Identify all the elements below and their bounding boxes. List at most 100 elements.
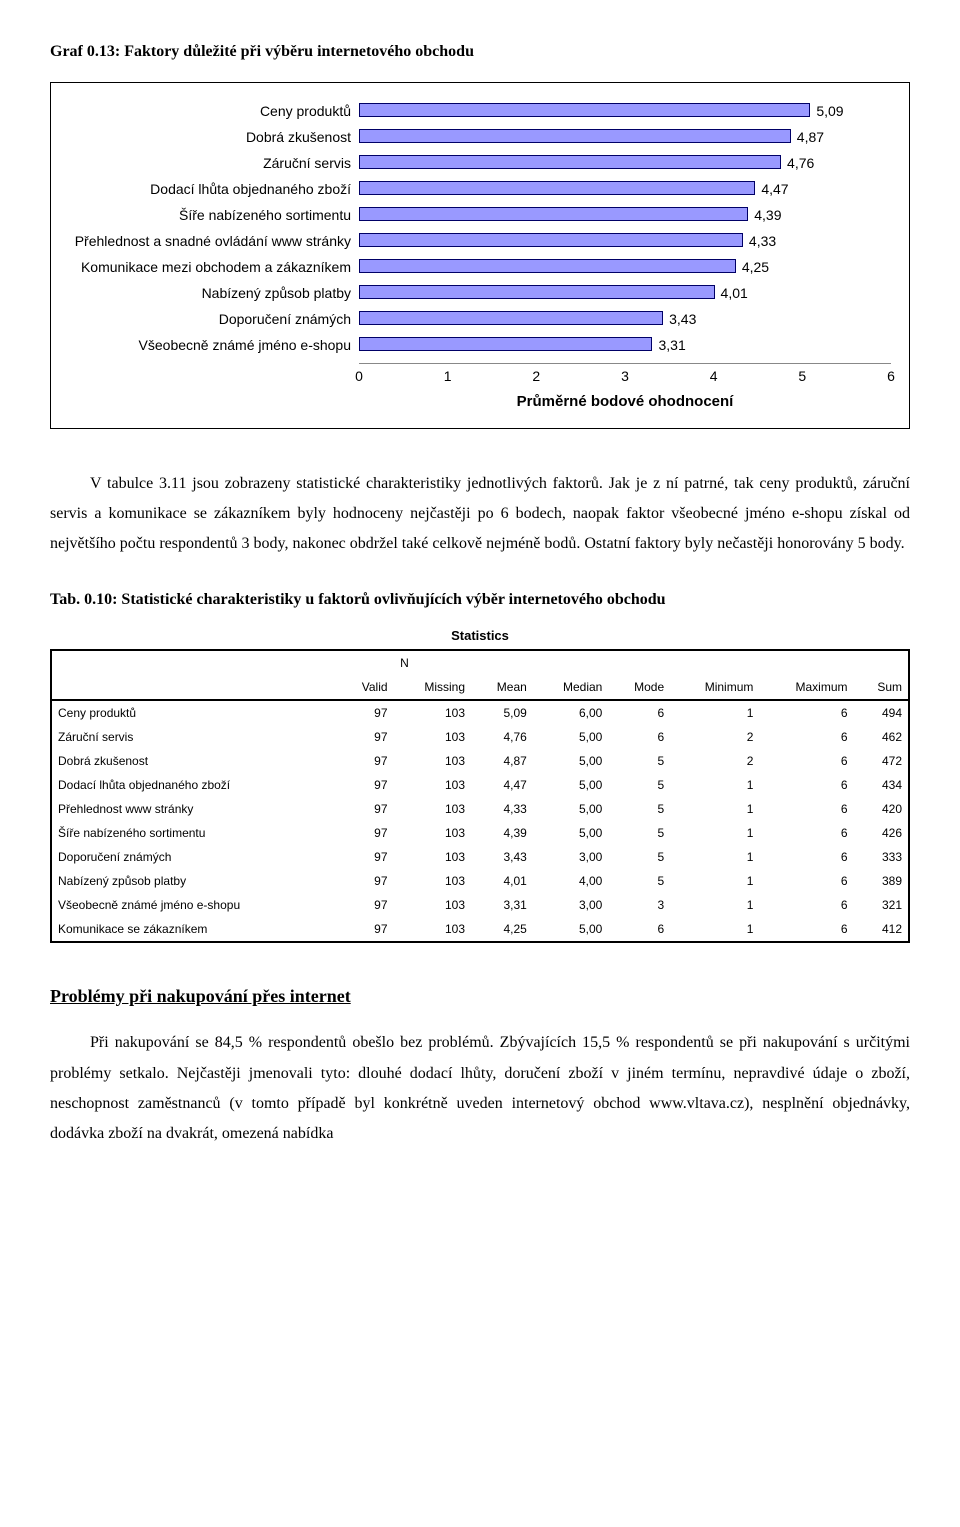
stats-cell: 1 — [670, 869, 759, 893]
stats-cell: 6 — [759, 700, 853, 725]
chart-bar-value: 4,39 — [754, 205, 781, 226]
stats-cell: 434 — [854, 773, 909, 797]
stats-row-label: Všeobecně známé jméno e-shopu — [51, 893, 338, 917]
stats-cell: 4,01 — [471, 869, 533, 893]
chart-bar — [359, 285, 715, 299]
stats-cell: 5,00 — [533, 725, 609, 749]
chart-bar-value: 3,43 — [669, 309, 696, 330]
stats-col-header: Mode — [608, 675, 670, 700]
chart-bar-label: Doporučení známých — [59, 309, 359, 330]
table-row: Záruční servis971034,765,00626462 — [51, 725, 909, 749]
chart-row: Dodací lhůta objednaného zboží 4,47 — [59, 177, 891, 201]
stats-cell: 5 — [608, 797, 670, 821]
chart-heading: Graf 0.13: Faktory důležité při výběru i… — [50, 40, 910, 64]
stats-cell: 103 — [394, 917, 471, 942]
chart-bar — [359, 103, 810, 117]
stats-cell: 333 — [854, 845, 909, 869]
table-row: Přehlednost www stránky971034,335,005164… — [51, 797, 909, 821]
chart-bar-value: 4,25 — [742, 257, 769, 278]
stats-cell: 4,76 — [471, 725, 533, 749]
chart-bar-label: Nabízený způsob platby — [59, 283, 359, 304]
stats-col-header: Mean — [471, 675, 533, 700]
stats-cell: 6 — [759, 749, 853, 773]
stats-cell: 103 — [394, 797, 471, 821]
chart-bar-label: Ceny produktů — [59, 101, 359, 122]
stats-cell: 472 — [854, 749, 909, 773]
chart-bar-value: 4,47 — [761, 179, 788, 200]
table-heading: Tab. 0.10: Statistické charakteristiky u… — [50, 588, 910, 612]
chart-bar-value: 4,33 — [749, 231, 776, 252]
stats-cell: 103 — [394, 869, 471, 893]
stats-row-label: Doporučení známých — [51, 845, 338, 869]
chart-row: Všeobecně známé jméno e-shopu3,31 — [59, 333, 891, 357]
chart-bar-label: Všeobecně známé jméno e-shopu — [59, 335, 359, 356]
axis-tick-label: 2 — [532, 366, 540, 387]
stats-cell: 6 — [759, 845, 853, 869]
chart-bar-value: 5,09 — [816, 101, 843, 122]
stats-cell: 1 — [670, 821, 759, 845]
stats-col-header: Missing — [394, 675, 471, 700]
stats-cell: 412 — [854, 917, 909, 942]
stats-cell: 103 — [394, 893, 471, 917]
chart-bar-label: Dodací lhůta objednaného zboží — [59, 179, 359, 200]
stats-cell: 5,00 — [533, 773, 609, 797]
axis-tick-label: 6 — [887, 366, 895, 387]
table-row: Komunikace se zákazníkem971034,255,00616… — [51, 917, 909, 942]
stats-cell: 5 — [608, 821, 670, 845]
stats-cell: 103 — [394, 725, 471, 749]
chart-bar-value: 4,76 — [787, 153, 814, 174]
stats-cell: 2 — [670, 725, 759, 749]
stats-col-header: Minimum — [670, 675, 759, 700]
chart-row: Nabízený způsob platby4,01 — [59, 281, 891, 305]
table-row: Dodací lhůta objednaného zboží971034,475… — [51, 773, 909, 797]
stats-cell: 6 — [759, 797, 853, 821]
stats-cell: 6 — [759, 725, 853, 749]
axis-tick-label: 3 — [621, 366, 629, 387]
stats-cell: 5,00 — [533, 797, 609, 821]
stats-cell: 97 — [338, 773, 394, 797]
bar-chart: Ceny produktů5,09Dobrá zkušenost4,87Záru… — [50, 82, 910, 429]
stats-cell: 5,00 — [533, 917, 609, 942]
chart-axis-title: Průměrné bodové ohodnocení — [359, 391, 891, 414]
chart-bar-label: Dobrá zkušenost — [59, 127, 359, 148]
stats-cell: 1 — [670, 893, 759, 917]
paragraph: V tabulce 3.11 jsou zobrazeny statistick… — [50, 469, 910, 560]
stats-cell: 103 — [394, 845, 471, 869]
chart-bar — [359, 311, 663, 325]
stats-row-label: Dobrá zkušenost — [51, 749, 338, 773]
chart-bar-label: Přehlednost a snadné ovládání www stránk… — [59, 231, 359, 252]
stats-cell: 426 — [854, 821, 909, 845]
stats-cell: 494 — [854, 700, 909, 725]
chart-bar — [359, 181, 755, 195]
stats-cell: 97 — [338, 893, 394, 917]
table-row: Dobrá zkušenost971034,875,00526472 — [51, 749, 909, 773]
stats-cell: 389 — [854, 869, 909, 893]
table-row: Nabízený způsob platby971034,014,0051638… — [51, 869, 909, 893]
stats-cell: 4,00 — [533, 869, 609, 893]
stats-cell: 97 — [338, 869, 394, 893]
stats-cell: 6 — [759, 893, 853, 917]
chart-bar — [359, 207, 748, 221]
chart-row: Ceny produktů 5,09 — [59, 99, 891, 123]
paragraph: Při nakupování se 84,5 % respondentů obe… — [50, 1028, 910, 1150]
stats-cell: 3,00 — [533, 893, 609, 917]
table-row: Doporučení známých971033,433,00516333 — [51, 845, 909, 869]
stats-cell: 321 — [854, 893, 909, 917]
chart-bar — [359, 259, 736, 273]
table-row: Ceny produktů971035,096,00616494 — [51, 700, 909, 725]
axis-tick-label: 4 — [710, 366, 718, 387]
stats-cell: 4,87 — [471, 749, 533, 773]
stats-cell: 6 — [759, 773, 853, 797]
stats-row-label: Nabízený způsob platby — [51, 869, 338, 893]
stats-cell: 462 — [854, 725, 909, 749]
chart-row: Šíře nabízeného sortimentu4,39 — [59, 203, 891, 227]
stats-cell: 5,00 — [533, 821, 609, 845]
stats-cell: 3,00 — [533, 845, 609, 869]
stats-cell: 97 — [338, 797, 394, 821]
stats-cell: 6 — [608, 725, 670, 749]
axis-tick-label: 5 — [798, 366, 806, 387]
stats-col-header: Sum — [854, 675, 909, 700]
stats-cell: 103 — [394, 749, 471, 773]
stats-cell: 3,43 — [471, 845, 533, 869]
stats-col-header: Median — [533, 675, 609, 700]
